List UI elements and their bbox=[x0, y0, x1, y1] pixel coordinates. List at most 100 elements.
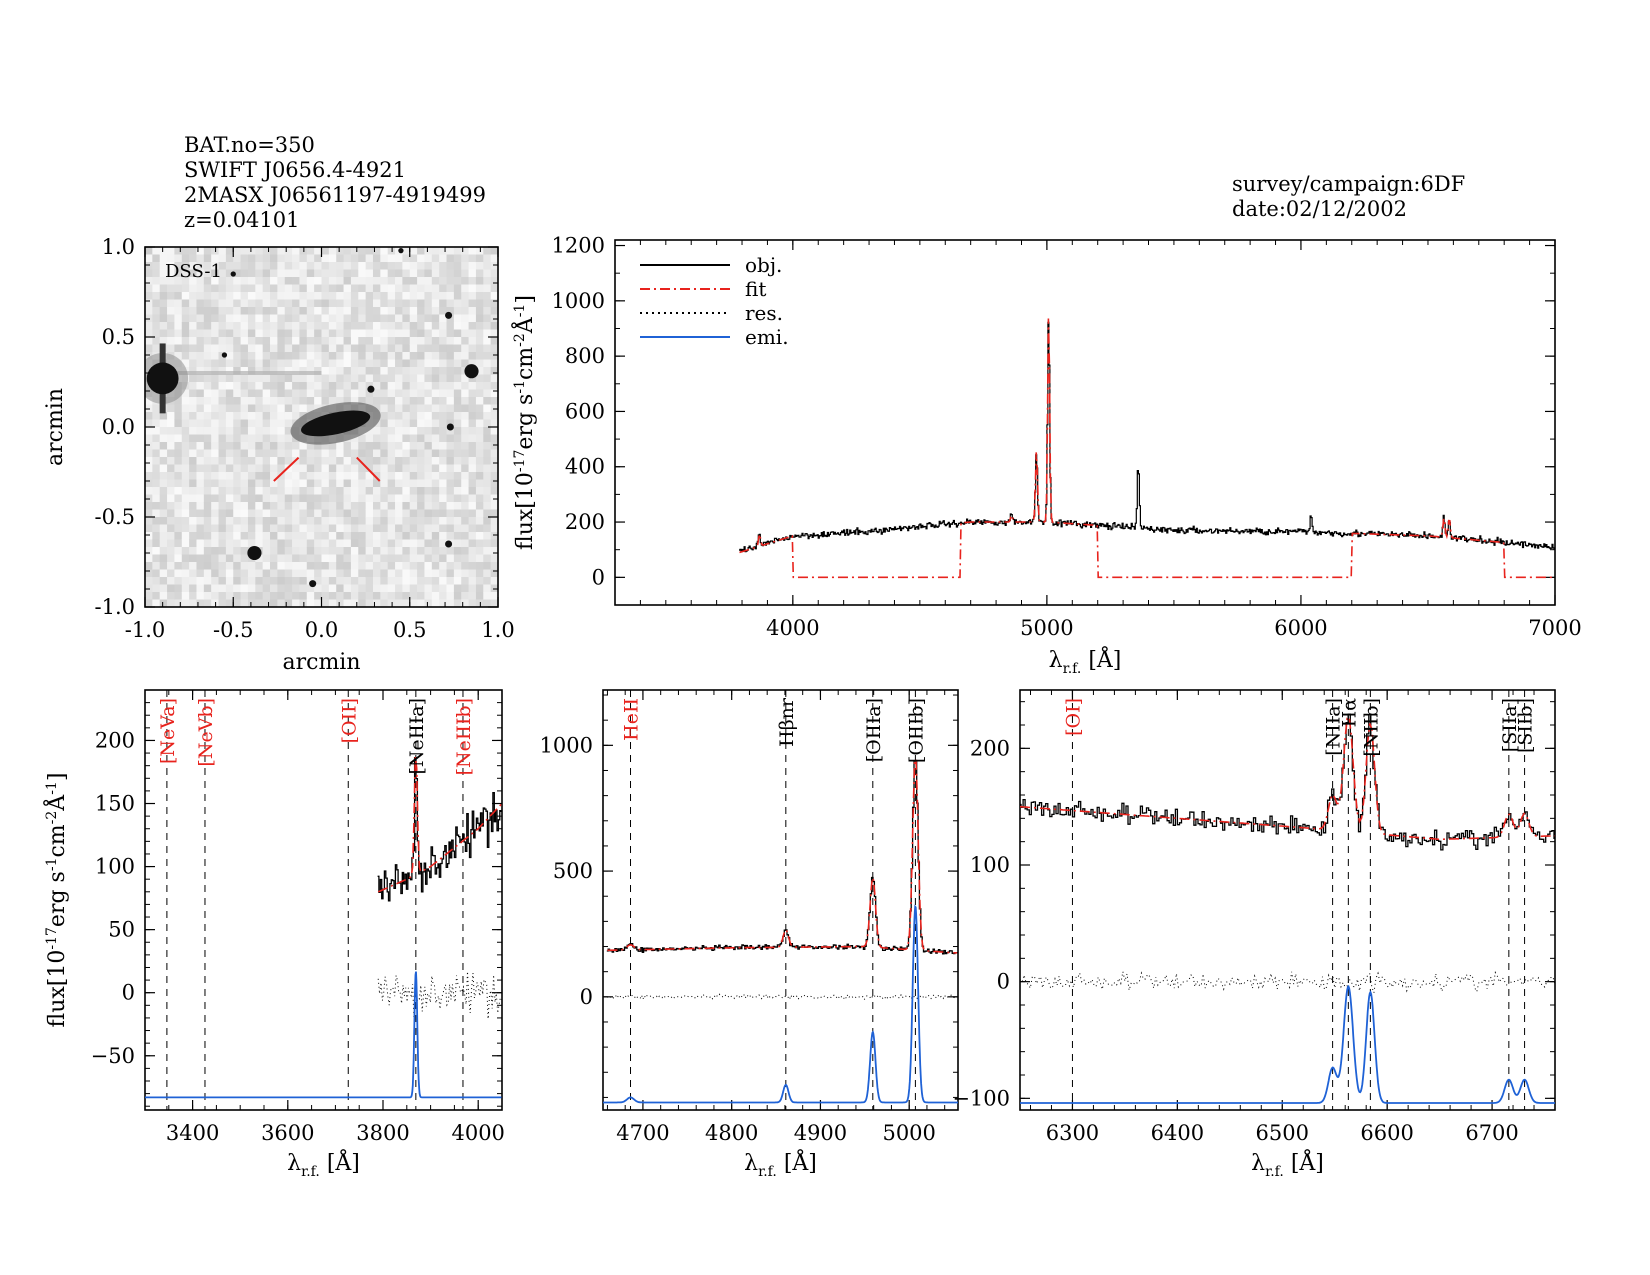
image-pixel bbox=[218, 479, 227, 488]
y-axis-label-part: -17 bbox=[44, 927, 60, 950]
image-pixel bbox=[196, 254, 205, 263]
image-pixel bbox=[328, 524, 337, 533]
image-pixel bbox=[299, 562, 308, 570]
image-pixel bbox=[174, 427, 183, 435]
image-pixel bbox=[402, 442, 411, 450]
image-pixel bbox=[475, 547, 484, 555]
image-pixel bbox=[343, 577, 352, 585]
image-pixel bbox=[225, 299, 234, 308]
image-pixel bbox=[181, 247, 190, 255]
image-pixel bbox=[328, 449, 337, 458]
image-pixel bbox=[299, 457, 308, 465]
image-pixel bbox=[299, 269, 308, 278]
image-pixel bbox=[247, 539, 256, 548]
image-pixel bbox=[402, 577, 411, 585]
image-pixel bbox=[468, 374, 477, 383]
image-pixel bbox=[152, 457, 161, 465]
image-pixel bbox=[446, 254, 455, 263]
image-pixel bbox=[218, 412, 227, 420]
image-pixel bbox=[181, 397, 190, 405]
image-pixel bbox=[321, 374, 330, 383]
image-pixel bbox=[203, 547, 212, 555]
image-pixel bbox=[417, 269, 425, 278]
image-pixel bbox=[284, 247, 293, 255]
image-pixel bbox=[343, 247, 352, 255]
image-pixel bbox=[306, 359, 315, 368]
image-pixel bbox=[350, 284, 359, 293]
image-pixel bbox=[468, 487, 477, 495]
image-pixel bbox=[218, 524, 227, 533]
image-pixel bbox=[483, 599, 492, 607]
image-pixel bbox=[145, 427, 153, 435]
image-pixel bbox=[284, 554, 293, 563]
image-pixel bbox=[240, 307, 249, 315]
image-pixel bbox=[314, 584, 322, 593]
image-pixel bbox=[380, 314, 389, 323]
image-pixel bbox=[328, 569, 337, 578]
image-pixel bbox=[152, 307, 161, 315]
image-pixel bbox=[380, 374, 389, 383]
image-pixel bbox=[247, 307, 256, 315]
image-pixel bbox=[446, 547, 455, 555]
y-tick-label: 800 bbox=[565, 344, 605, 368]
image-pixel bbox=[431, 509, 440, 518]
image-pixel bbox=[365, 449, 374, 458]
image-pixel bbox=[350, 487, 359, 495]
image-pixel bbox=[409, 569, 418, 578]
image-pixel bbox=[461, 254, 470, 263]
image-pixel bbox=[181, 599, 190, 607]
image-pixel bbox=[409, 524, 418, 533]
image-pixel bbox=[189, 329, 197, 338]
image-pixel bbox=[181, 464, 190, 473]
image-pixel bbox=[409, 547, 418, 555]
image-pixel bbox=[314, 562, 322, 570]
image-pixel bbox=[225, 554, 234, 563]
image-pixel bbox=[196, 449, 205, 458]
zoom-panel-3-data bbox=[1020, 690, 1555, 1110]
image-pixel bbox=[262, 599, 271, 607]
image-pixel bbox=[145, 322, 153, 330]
image-pixel bbox=[181, 314, 190, 323]
image-pixel bbox=[211, 494, 220, 503]
image-pixel bbox=[167, 344, 175, 353]
image-pixel bbox=[490, 374, 498, 383]
image-pixel bbox=[314, 247, 322, 255]
image-pixel bbox=[255, 314, 264, 323]
image-pixel bbox=[152, 449, 161, 458]
image-pixel bbox=[218, 494, 227, 503]
image-pixel bbox=[328, 502, 337, 510]
image-pixel bbox=[475, 577, 484, 585]
image-pixel bbox=[424, 322, 433, 330]
image-pixel bbox=[292, 329, 300, 338]
image-pixel bbox=[277, 277, 286, 285]
image-pixel bbox=[321, 547, 330, 555]
plot-frame bbox=[602, 689, 959, 1111]
image-pixel bbox=[145, 547, 153, 555]
image-pixel bbox=[314, 344, 322, 353]
image-pixel bbox=[314, 502, 322, 510]
image-pixel bbox=[328, 322, 337, 330]
image-pixel bbox=[461, 307, 470, 315]
image-pixel bbox=[424, 337, 433, 345]
image-pixel bbox=[372, 487, 381, 495]
image-pixel bbox=[439, 359, 448, 368]
image-pixel bbox=[270, 577, 278, 585]
image-pixel bbox=[431, 404, 440, 413]
image-pixel bbox=[395, 562, 403, 570]
image-pixel bbox=[431, 352, 440, 360]
image-pixel bbox=[262, 412, 271, 420]
image-pixel bbox=[152, 562, 161, 570]
image-pixel bbox=[365, 284, 374, 293]
image-pixel bbox=[446, 322, 455, 330]
image-pixel bbox=[395, 509, 403, 518]
image-pixel bbox=[292, 382, 300, 390]
image-pixel bbox=[372, 352, 381, 360]
image-pixel bbox=[181, 427, 190, 435]
image-pixel bbox=[277, 599, 286, 607]
image-pixel bbox=[387, 472, 396, 480]
image-pixel bbox=[372, 247, 381, 255]
image-pixel bbox=[387, 397, 396, 405]
image-pixel bbox=[240, 277, 249, 285]
